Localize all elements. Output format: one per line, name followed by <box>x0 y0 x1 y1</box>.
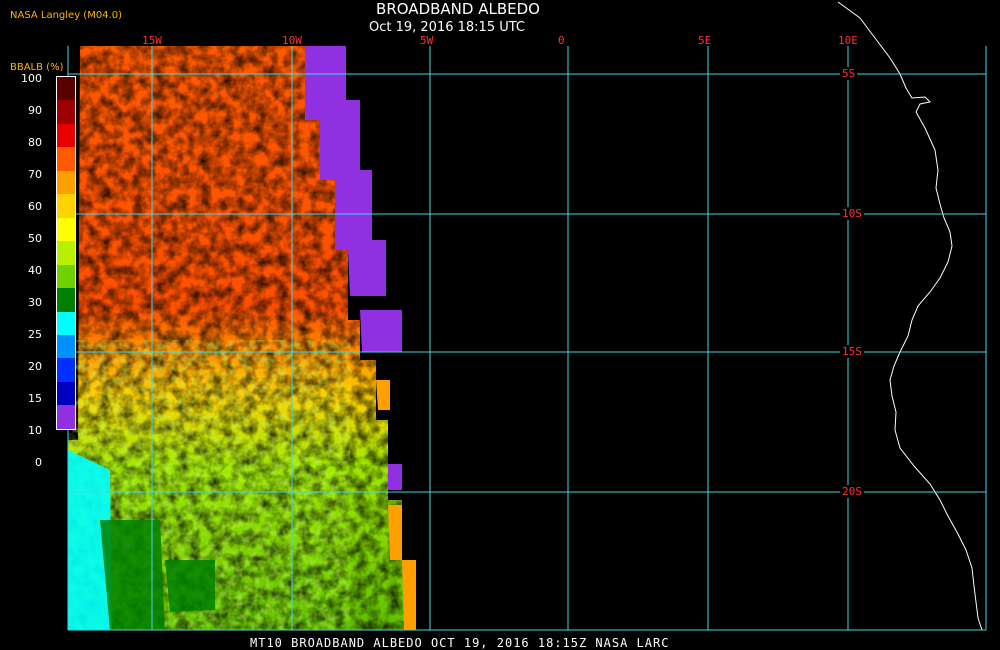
legend-swatch <box>57 264 75 289</box>
legend-unit-label: BBALB (%) <box>10 62 64 73</box>
legend-tick-label: 60 <box>28 200 42 213</box>
dark-green-area <box>100 520 215 630</box>
swath-edge-orange <box>376 380 416 630</box>
legend-swatch <box>57 311 75 335</box>
legend-swatch <box>57 334 75 359</box>
longitude-label: 5E <box>698 34 712 47</box>
coastline <box>837 1 983 631</box>
legend-tick-label: 70 <box>28 168 42 181</box>
legend-tick-label: 80 <box>28 136 42 149</box>
longitude-label: 15W <box>142 34 162 47</box>
legend-tick-label: 30 <box>28 296 42 309</box>
legend-tick-label: 0 <box>35 456 42 469</box>
legend-swatch <box>57 405 75 429</box>
latitude-label: 10S <box>840 207 864 220</box>
legend-swatch <box>57 77 75 101</box>
longitude-label: 10E <box>838 34 858 47</box>
legend-swatch <box>57 381 75 406</box>
low-albedo-edge <box>305 46 402 490</box>
legend-swatch <box>57 100 75 124</box>
legend-tick-label: 25 <box>28 328 42 341</box>
legend-swatch <box>57 217 75 242</box>
latitude-label: 5S <box>840 67 858 80</box>
legend-tick-label: 90 <box>28 104 42 117</box>
cyan-clear-area <box>68 450 112 630</box>
legend-tick-label: 10 <box>28 424 42 437</box>
latitude-label: 20S <box>840 485 864 498</box>
color-legend <box>56 76 76 430</box>
legend-tick-label: 100 <box>21 72 42 85</box>
legend-tick-label: 40 <box>28 264 42 277</box>
latitude-label: 15S <box>840 345 864 358</box>
longitude-label: 0 <box>558 34 565 47</box>
legend-swatch <box>57 170 75 195</box>
agency-label: NASA Langley (M04.0) <box>10 10 122 21</box>
longitude-label: 5W <box>420 34 434 47</box>
satellite-swath <box>68 46 416 630</box>
map-datetime: Oct 19, 2016 18:15 UTC <box>369 20 525 35</box>
legend-swatch <box>57 288 75 312</box>
footer-caption: MT10 BROADBAND ALBEDO OCT 19, 2016 18:15… <box>250 636 670 650</box>
legend-swatch <box>57 194 75 218</box>
legend-swatch <box>57 241 75 265</box>
legend-swatch <box>57 123 75 148</box>
legend-tick-label: 50 <box>28 232 42 245</box>
map-title: BROADBAND ALBEDO <box>376 0 540 18</box>
legend-swatch <box>57 147 75 171</box>
legend-swatch <box>57 358 75 382</box>
legend-tick-label: 20 <box>28 360 42 373</box>
legend-tick-label: 15 <box>28 392 42 405</box>
longitude-label: 10W <box>282 34 302 47</box>
